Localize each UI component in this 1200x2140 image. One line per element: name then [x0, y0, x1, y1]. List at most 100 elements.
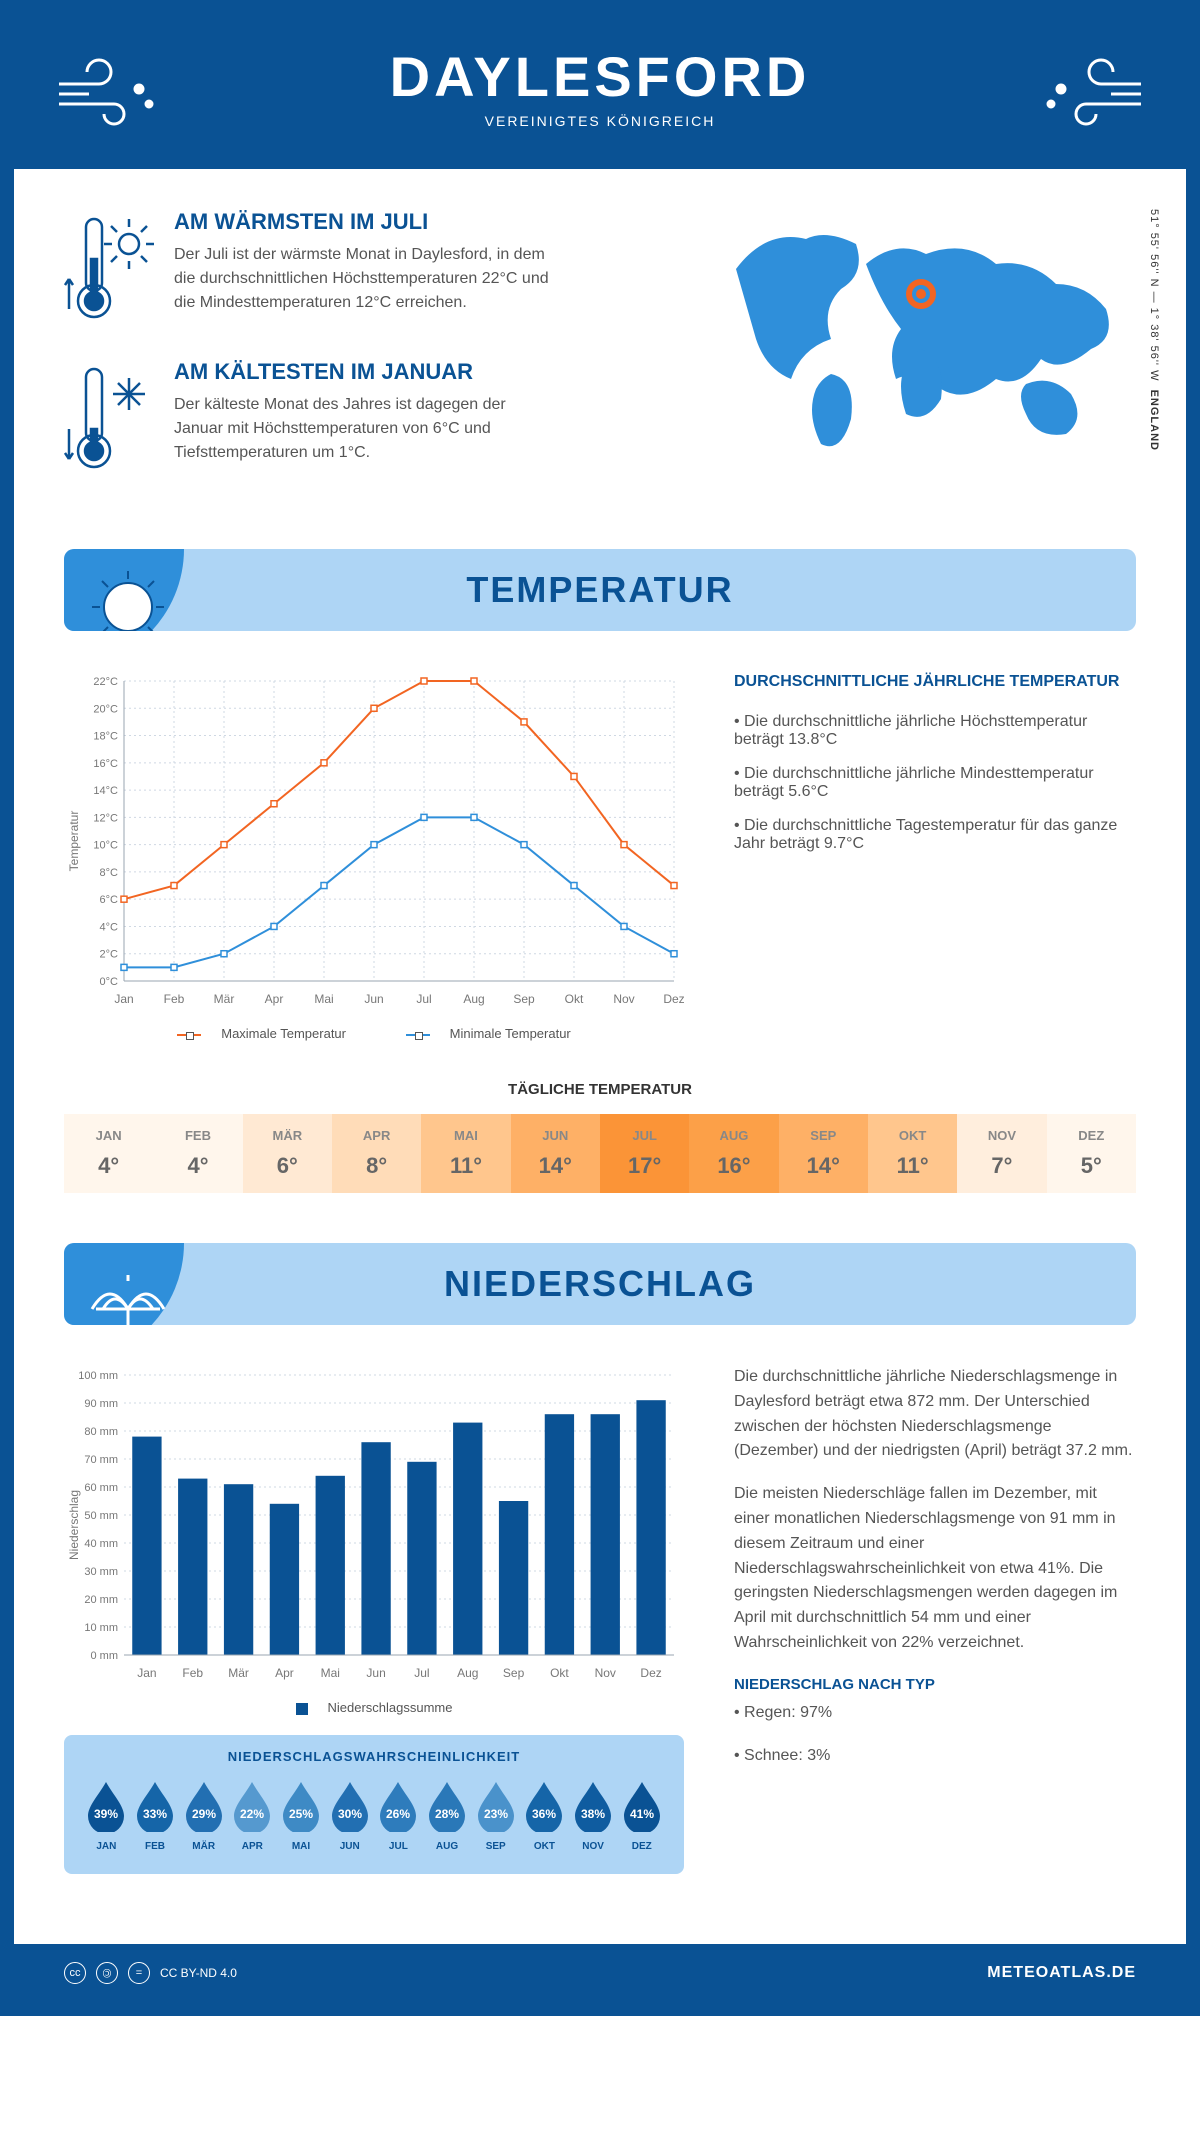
- thermometer-cold-icon: [64, 359, 154, 479]
- svg-text:6°C: 6°C: [100, 894, 119, 906]
- svg-text:Sep: Sep: [503, 1666, 525, 1680]
- temperature-banner: TEMPERATUR: [64, 549, 1136, 631]
- probability-drop: 41%DEZ: [617, 1778, 666, 1852]
- svg-text:Dez: Dez: [640, 1666, 661, 1680]
- svg-text:20°C: 20°C: [93, 703, 118, 715]
- cc-icon: cc: [64, 1962, 86, 1984]
- probability-drop: 23%SEP: [471, 1778, 520, 1852]
- probability-drop: 36%OKT: [520, 1778, 569, 1852]
- warmest-title: AM WÄRMSTEN IM JULI: [174, 209, 554, 235]
- svg-text:Feb: Feb: [164, 992, 185, 1006]
- svg-text:23%: 23%: [484, 1807, 508, 1821]
- svg-text:Nov: Nov: [595, 1666, 616, 1680]
- probability-drop: 38%NOV: [569, 1778, 618, 1852]
- daily-cell: SEP14°: [779, 1114, 868, 1193]
- svg-text:Okt: Okt: [565, 992, 584, 1006]
- svg-text:22°C: 22°C: [93, 676, 118, 688]
- svg-text:Jul: Jul: [414, 1666, 429, 1680]
- svg-text:10 mm: 10 mm: [84, 1622, 118, 1634]
- daily-temp-title: TÄGLICHE TEMPERATUR: [64, 1081, 1136, 1098]
- world-map-icon: [716, 209, 1136, 469]
- daily-cell: AUG16°: [689, 1114, 778, 1193]
- svg-text:Temperatur: Temperatur: [67, 811, 81, 872]
- svg-text:20 mm: 20 mm: [84, 1594, 118, 1606]
- svg-text:Apr: Apr: [265, 992, 284, 1006]
- svg-text:36%: 36%: [532, 1807, 556, 1821]
- daily-cell: JAN4°: [64, 1114, 153, 1193]
- svg-text:0°C: 0°C: [100, 976, 119, 988]
- svg-text:Jan: Jan: [137, 1666, 156, 1680]
- svg-text:22%: 22%: [240, 1807, 264, 1821]
- svg-text:100 mm: 100 mm: [78, 1370, 118, 1382]
- footer: cc 🄯 = CC BY-ND 4.0 METEOATLAS.DE: [14, 1944, 1186, 2002]
- warmest-text: Der Juli ist der wärmste Monat in Dayles…: [174, 243, 554, 315]
- svg-text:Sep: Sep: [513, 992, 535, 1006]
- wind-icon-left: [54, 44, 174, 144]
- nd-icon: =: [128, 1962, 150, 1984]
- svg-text:50 mm: 50 mm: [84, 1510, 118, 1522]
- svg-text:28%: 28%: [435, 1807, 459, 1821]
- brand: METEOATLAS.DE: [987, 1964, 1136, 1982]
- thermometer-hot-icon: [64, 209, 154, 329]
- sun-icon: [88, 567, 168, 631]
- temp-chart-legend: Maximale Temperatur Minimale Temperatur: [64, 1026, 684, 1041]
- svg-text:Niederschlag: Niederschlag: [67, 1490, 81, 1560]
- daily-cell: MAI11°: [421, 1114, 510, 1193]
- coordinates: 51° 55' 56'' N — 1° 38' 56'' W ENGLAND: [1148, 209, 1160, 451]
- probability-drop: 29%MÄR: [179, 1778, 228, 1852]
- precipitation-probability-box: NIEDERSCHLAGSWAHRSCHEINLICHKEIT 39%JAN33…: [64, 1735, 684, 1874]
- page-subtitle: VEREINIGTES KÖNIGREICH: [54, 113, 1146, 129]
- probability-drop: 30%JUN: [325, 1778, 374, 1852]
- svg-text:Mai: Mai: [321, 1666, 340, 1680]
- svg-text:70 mm: 70 mm: [84, 1454, 118, 1466]
- svg-text:0 mm: 0 mm: [91, 1650, 119, 1662]
- svg-text:4°C: 4°C: [100, 921, 119, 933]
- temperature-line-chart: Temperatur0°C2°C4°C6°C8°C10°C12°C14°C16°…: [64, 671, 684, 1011]
- svg-text:14°C: 14°C: [93, 785, 118, 797]
- svg-text:10°C: 10°C: [93, 840, 118, 852]
- probability-drop: 26%JUL: [374, 1778, 423, 1852]
- daily-cell: FEB4°: [153, 1114, 242, 1193]
- wind-icon-right: [1026, 44, 1146, 144]
- probability-drop: 33%FEB: [131, 1778, 180, 1852]
- daily-temp-table: JAN4°FEB4°MÄR6°APR8°MAI11°JUN14°JUL17°AU…: [64, 1114, 1136, 1193]
- precipitation-bar-chart: Niederschlag0 mm10 mm20 mm30 mm40 mm50 m…: [64, 1365, 684, 1685]
- daily-cell: DEZ5°: [1047, 1114, 1136, 1193]
- avg-temp-title: DURCHSCHNITTLICHE JÄHRLICHE TEMPERATUR: [734, 671, 1136, 693]
- svg-text:38%: 38%: [581, 1807, 605, 1821]
- header: DAYLESFORD VEREINIGTES KÖNIGREICH: [14, 14, 1186, 169]
- svg-text:Feb: Feb: [182, 1666, 203, 1680]
- svg-text:39%: 39%: [94, 1807, 118, 1821]
- svg-text:30%: 30%: [338, 1807, 362, 1821]
- svg-text:40 mm: 40 mm: [84, 1538, 118, 1550]
- svg-text:Jul: Jul: [416, 992, 431, 1006]
- svg-text:29%: 29%: [192, 1807, 216, 1821]
- daily-cell: OKT11°: [868, 1114, 957, 1193]
- by-icon: 🄯: [96, 1962, 118, 1984]
- probability-drop: 39%JAN: [82, 1778, 131, 1852]
- svg-text:Jan: Jan: [114, 992, 133, 1006]
- svg-text:60 mm: 60 mm: [84, 1482, 118, 1494]
- svg-text:8°C: 8°C: [100, 867, 119, 879]
- probability-drop: 25%MAI: [277, 1778, 326, 1852]
- daily-cell: JUN14°: [511, 1114, 600, 1193]
- precipitation-banner: NIEDERSCHLAG: [64, 1243, 1136, 1325]
- svg-text:18°C: 18°C: [93, 731, 118, 743]
- svg-text:12°C: 12°C: [93, 812, 118, 824]
- svg-text:26%: 26%: [386, 1807, 410, 1821]
- coldest-title: AM KÄLTESTEN IM JANUAR: [174, 359, 554, 385]
- probability-drop: 22%APR: [228, 1778, 277, 1852]
- svg-text:Apr: Apr: [275, 1666, 294, 1680]
- svg-text:Mai: Mai: [314, 992, 333, 1006]
- svg-text:Aug: Aug: [457, 1666, 478, 1680]
- daily-cell: JUL17°: [600, 1114, 689, 1193]
- svg-text:Jun: Jun: [364, 992, 383, 1006]
- coldest-text: Der kälteste Monat des Jahres ist dagege…: [174, 393, 554, 465]
- svg-text:Okt: Okt: [550, 1666, 569, 1680]
- svg-text:2°C: 2°C: [100, 949, 119, 961]
- precip-chart-legend: Niederschlagssumme: [64, 1700, 684, 1715]
- daily-cell: MÄR6°: [243, 1114, 332, 1193]
- svg-text:41%: 41%: [630, 1807, 654, 1821]
- daily-cell: NOV7°: [957, 1114, 1046, 1193]
- svg-text:25%: 25%: [289, 1807, 313, 1821]
